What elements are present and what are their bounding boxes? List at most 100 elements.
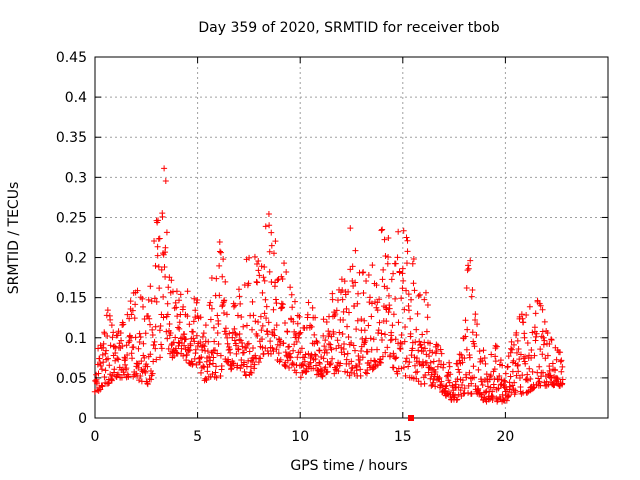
data-point	[124, 352, 131, 359]
data-point	[415, 293, 422, 300]
data-point	[198, 354, 205, 361]
data-point	[388, 329, 395, 336]
y-tick-label: 0.35	[56, 130, 87, 146]
data-point	[482, 389, 489, 396]
data-point	[384, 260, 391, 267]
data-point	[503, 397, 510, 404]
data-point	[401, 306, 408, 313]
data-point	[517, 351, 524, 358]
data-point	[295, 334, 302, 341]
data-point	[356, 356, 363, 363]
data-point	[551, 381, 558, 388]
data-point	[99, 383, 106, 390]
data-point	[483, 371, 490, 378]
data-point	[544, 352, 551, 359]
data-point	[526, 365, 533, 372]
data-point	[144, 381, 151, 388]
data-point	[468, 380, 475, 387]
data-point	[458, 351, 465, 358]
data-point	[429, 379, 436, 386]
data-point	[218, 363, 225, 370]
data-point	[248, 369, 255, 376]
data-point	[375, 329, 382, 336]
data-point	[459, 359, 466, 366]
data-point	[236, 331, 243, 338]
data-point	[98, 382, 105, 389]
data-point	[289, 304, 296, 311]
data-point	[194, 296, 201, 303]
data-point	[340, 308, 347, 315]
data-point	[334, 337, 341, 344]
data-point	[177, 311, 184, 318]
data-point	[438, 350, 445, 357]
data-point	[339, 296, 346, 303]
data-point	[438, 378, 445, 385]
data-point	[262, 296, 269, 303]
data-point	[509, 368, 516, 375]
data-point	[507, 373, 514, 380]
data-point	[357, 372, 364, 379]
data-point	[466, 354, 473, 361]
data-point	[159, 213, 166, 220]
data-point	[382, 349, 389, 356]
data-point	[440, 364, 447, 371]
data-point	[286, 364, 293, 371]
data-point	[92, 378, 99, 385]
data-point	[158, 266, 165, 273]
data-point	[119, 343, 126, 350]
data-point	[390, 270, 397, 277]
data-point	[341, 351, 348, 358]
data-point	[219, 303, 226, 310]
data-point	[403, 260, 410, 267]
data-point	[467, 375, 474, 382]
data-point	[154, 252, 161, 259]
data-point	[171, 305, 178, 312]
data-point	[462, 317, 469, 324]
data-point	[332, 311, 339, 318]
data-point	[202, 375, 209, 382]
data-point	[321, 343, 328, 350]
data-point	[374, 307, 381, 314]
data-point	[277, 338, 284, 345]
data-point	[369, 262, 376, 269]
data-point	[193, 299, 200, 306]
data-point	[108, 322, 115, 329]
data-point	[178, 345, 185, 352]
data-point	[216, 239, 223, 246]
data-point	[462, 333, 469, 340]
data-point	[412, 339, 419, 346]
data-point	[147, 283, 154, 290]
data-point	[247, 363, 254, 370]
data-point	[313, 362, 320, 369]
data-point	[502, 378, 509, 385]
data-point	[270, 250, 277, 257]
data-point	[544, 330, 551, 337]
y-tick-label: 0.4	[65, 90, 87, 106]
data-point	[222, 331, 229, 338]
data-point	[153, 298, 160, 305]
data-point	[256, 272, 263, 279]
data-point	[293, 338, 300, 345]
data-point	[390, 311, 397, 318]
data-point	[254, 279, 261, 286]
data-point	[434, 363, 441, 370]
x-tick-label: 5	[193, 429, 202, 445]
data-point	[421, 296, 428, 303]
y-axis-ticks: 0 0.05 0.1 0.15 0.2 0.25 0.3 0.35 0.4 0.45	[56, 50, 608, 427]
data-point	[286, 350, 293, 357]
data-point	[333, 345, 340, 352]
data-point	[282, 363, 289, 370]
data-point	[432, 368, 439, 375]
data-point	[333, 307, 340, 314]
data-point	[97, 386, 104, 393]
data-point	[129, 355, 136, 362]
data-point	[208, 275, 215, 282]
data-point	[465, 265, 472, 272]
data-point	[318, 367, 325, 374]
data-point	[492, 358, 499, 365]
data-point	[154, 243, 161, 250]
data-point	[235, 346, 242, 353]
data-point	[364, 348, 371, 355]
data-point	[193, 361, 200, 368]
data-point	[348, 365, 355, 372]
